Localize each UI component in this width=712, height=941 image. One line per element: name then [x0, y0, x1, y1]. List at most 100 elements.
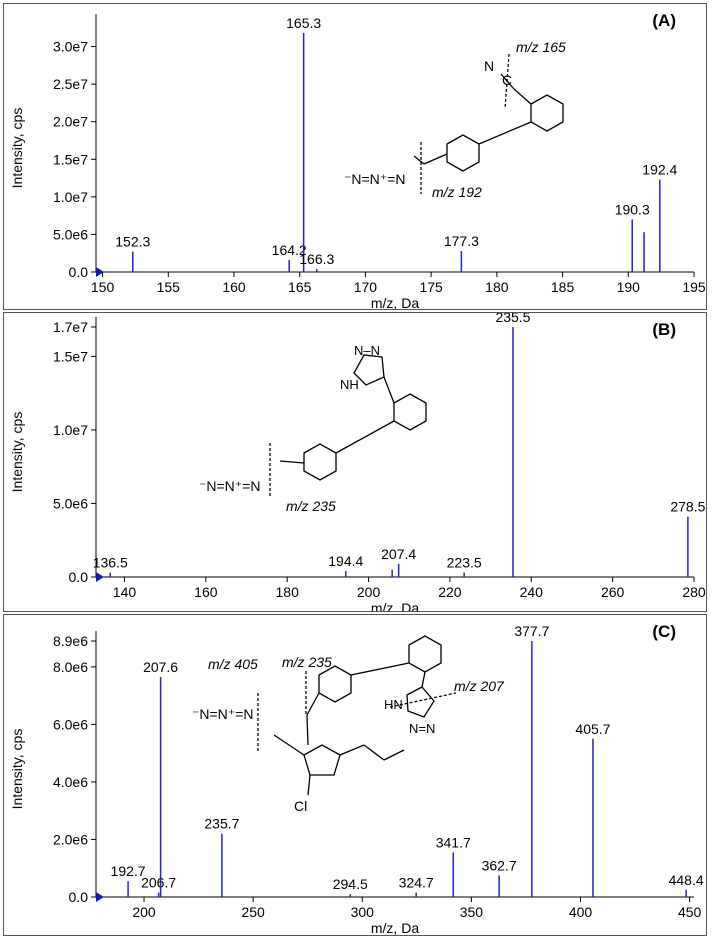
x-tick-label: 195	[682, 279, 706, 295]
peak-label: 448.4	[669, 872, 704, 888]
baseline-marker	[96, 572, 104, 582]
x-tick-label: 180	[485, 279, 509, 295]
y-tick-label: 8.0e6	[53, 659, 88, 675]
y-axis-label: Intensity, cps	[9, 108, 25, 189]
y-tick-label: 5.0e6	[53, 226, 88, 242]
panel-c: 0.0 2.0e6 4.0e6 6.0e6 8.0e6 8.9e6 200 250 300 350…	[3, 614, 707, 936]
x-tick-label: 170	[354, 279, 378, 295]
y-tick-label: 2.0e7	[53, 114, 88, 130]
x-tick-label: 220	[438, 584, 462, 600]
x-tick-label: 160	[222, 279, 246, 295]
peak-label: 177.3	[444, 233, 479, 249]
y-axis-label: Intensity, cps	[9, 729, 25, 810]
peak-label: 164.2	[272, 242, 307, 258]
x-tick-label: 250	[241, 904, 265, 920]
structure-a-c: C	[502, 72, 512, 88]
peak-label: 278.5	[670, 499, 705, 515]
peak-label: 362.7	[482, 857, 517, 873]
x-tick-label: 200	[357, 584, 381, 600]
peak-label: 324.7	[399, 875, 434, 891]
y-tick-label: 0.0	[69, 569, 89, 585]
structure-b-nh: NH	[340, 377, 359, 392]
x-tick-label: 165	[288, 279, 312, 295]
annot-a-192: m/z 192	[432, 184, 482, 200]
x-tick-label: 140	[113, 584, 137, 600]
peak-label: 294.5	[333, 876, 368, 892]
peak-label: 223.5	[447, 555, 482, 571]
structure-a	[413, 53, 564, 194]
annot-c-207: m/z 207	[454, 678, 505, 694]
x-tick-label: 280	[682, 584, 706, 600]
peak-label: 405.7	[575, 721, 610, 737]
panel-a: 0.0 5.0e6 1.0e7 1.5e7 2.0e7 2.5e7 3.0e7 150 155 1…	[3, 3, 707, 311]
annot-c-405: m/z 405	[208, 656, 258, 672]
y-tick-label: 1.0e7	[53, 422, 88, 438]
x-tick-label: 185	[551, 279, 575, 295]
panel-label: (C)	[652, 622, 676, 641]
structure-c-cl: Cl	[294, 798, 307, 814]
spectrum-c: 0.0 2.0e6 4.0e6 6.0e6 8.0e6 8.9e6 200 250 300 350…	[9, 622, 704, 936]
structure-c-tetrazole-n: N=N	[409, 721, 435, 736]
x-tick-label: 300	[351, 904, 375, 920]
x-tick-label: 260	[601, 584, 625, 600]
panel-b: 0.0 5.0e6 1.0e7 1.5e7 1.7e7 140 160 180 200 220 24…	[3, 309, 707, 616]
peak-label: 207.4	[381, 546, 416, 562]
x-tick-label: 190	[617, 279, 641, 295]
baseline-marker	[96, 267, 104, 277]
y-tick-label: 0.0	[69, 889, 89, 905]
spectrum-b: 0.0 5.0e6 1.0e7 1.5e7 1.7e7 140 160 180 200 220 24…	[9, 309, 706, 616]
x-tick-label: 200	[132, 904, 156, 920]
x-tick-label: 450	[678, 904, 702, 920]
structure-c	[257, 635, 457, 796]
x-axis-label: m/z, Da	[371, 295, 419, 309]
y-axis-label: Intensity, cps	[9, 412, 25, 493]
x-tick-label: 175	[419, 279, 443, 295]
annot-b-235: m/z 235	[286, 498, 336, 514]
x-tick-label: 150	[91, 279, 115, 295]
peak-label: 136.5	[93, 555, 128, 571]
baseline-marker	[96, 892, 104, 902]
y-tick-label: 2.5e7	[53, 76, 88, 92]
y-tick-label: 0.0	[69, 264, 89, 280]
peak-label: 235.7	[204, 816, 239, 832]
y-tick-label: 4.0e6	[53, 774, 88, 790]
panel-label: (B)	[652, 320, 676, 339]
y-tick-label: 1.5e7	[53, 151, 88, 167]
x-tick-label: 160	[194, 584, 218, 600]
y-tick-label: 5.0e6	[53, 495, 88, 511]
peak-label: 165.3	[286, 15, 321, 31]
structure-b-tetrazole-n: N–N	[354, 343, 380, 358]
peak-label: 152.3	[115, 234, 150, 250]
x-tick-label: 400	[569, 904, 593, 920]
y-tick-label: 6.0e6	[53, 716, 88, 732]
peak-label: 235.5	[495, 313, 530, 325]
y-tick-label: 2.0e6	[53, 831, 88, 847]
x-tick-label: 155	[157, 279, 181, 295]
panel-label: (A)	[652, 11, 676, 30]
structure-b	[269, 354, 427, 498]
annot-c-235: m/z 235	[282, 654, 332, 670]
x-tick-label: 180	[276, 584, 300, 600]
structure-b-azide: ⁻N=N⁺=N	[199, 478, 260, 494]
y-tick-label: 3.0e7	[53, 39, 88, 55]
peak-label: 192.7	[111, 863, 146, 879]
y-tick-label: 1.5e7	[53, 348, 88, 364]
spectrum-a: 0.0 5.0e6 1.0e7 1.5e7 2.0e7 2.5e7 3.0e7 150 155 1…	[9, 11, 706, 311]
structure-a-azide: ⁻N=N⁺=N	[344, 171, 405, 187]
peak-label: 206.7	[141, 875, 176, 891]
peak-label: 190.3	[615, 201, 650, 217]
y-tick-label: 8.9e6	[53, 633, 88, 649]
peak-label: 192.4	[642, 162, 677, 178]
annot-a-165: m/z 165	[516, 39, 566, 55]
structure-c-azide: ⁻N=N⁺=N	[192, 706, 253, 722]
structure-c-hn: HN	[384, 697, 403, 712]
peak-label: 194.4	[328, 553, 363, 569]
x-tick-label: 350	[460, 904, 484, 920]
peak-label: 166.3	[299, 251, 334, 267]
structure-a-nc: N	[484, 58, 494, 74]
peak-label: 341.7	[436, 834, 471, 850]
x-tick-label: 240	[520, 584, 544, 600]
peak-label: 207.6	[143, 659, 178, 675]
x-axis-label: m/z, Da	[371, 600, 419, 611]
x-axis-label: m/z, Da	[371, 920, 419, 935]
